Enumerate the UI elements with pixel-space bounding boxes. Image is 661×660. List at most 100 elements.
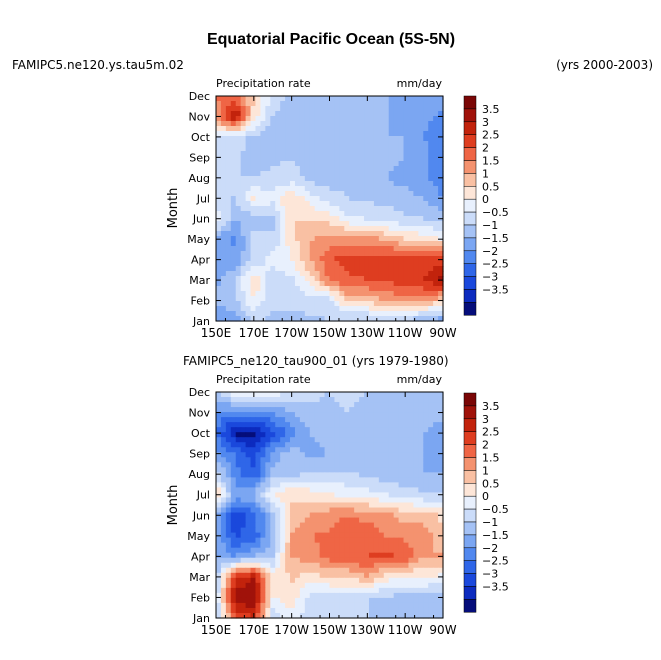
- contour-cell: [240, 602, 247, 609]
- contour-cell: [260, 116, 266, 122]
- contour-cell: [373, 171, 380, 177]
- contour-cell: [354, 397, 360, 403]
- contour-cell: [368, 402, 375, 408]
- contour-cell: [408, 181, 414, 187]
- contour-cell: [359, 201, 365, 207]
- contour-cell: [383, 542, 390, 549]
- contour-cell: [299, 452, 306, 458]
- contour-cell: [245, 572, 252, 579]
- contour-cell: [368, 507, 375, 514]
- contour-cell: [403, 106, 410, 112]
- contour-cell: [304, 216, 311, 222]
- contour-cell: [294, 291, 301, 297]
- contour-cell: [329, 286, 336, 292]
- contour-cell: [438, 522, 444, 529]
- contour-cell: [304, 286, 311, 292]
- contour-cell: [413, 537, 419, 544]
- contour-cell: [324, 121, 331, 127]
- contour-cell: [250, 602, 257, 609]
- contour-cell: [403, 261, 410, 267]
- contour-cell: [373, 437, 380, 443]
- contour-cell: [280, 156, 286, 162]
- contour-cell: [225, 502, 232, 509]
- contour-cell: [334, 211, 340, 217]
- contour-cell: [275, 557, 281, 564]
- contour-cell: [423, 146, 429, 152]
- contour-cell: [324, 296, 331, 302]
- contour-cell: [235, 407, 242, 413]
- contour-cell: [359, 532, 365, 539]
- contour-cell: [299, 171, 306, 177]
- contour-cell: [294, 151, 301, 157]
- contour-cell: [354, 557, 360, 564]
- contour-cell: [428, 402, 434, 408]
- contour-cell: [383, 121, 390, 127]
- contour-cell: [319, 407, 326, 413]
- contour-cell: [250, 607, 257, 614]
- contour-cell: [413, 251, 419, 257]
- contour-cell: [280, 261, 286, 267]
- contour-cell: [354, 211, 360, 217]
- contour-cell: [433, 156, 439, 162]
- contour-cell: [373, 497, 380, 504]
- colorbar-box: [463, 108, 477, 123]
- contour-cell: [285, 301, 291, 307]
- contour-cell: [220, 201, 227, 207]
- contour-cell: [299, 442, 306, 448]
- contour-cell: [280, 477, 286, 483]
- contour-cell: [428, 552, 434, 559]
- contour-cell: [388, 111, 395, 117]
- contour-cell: [423, 492, 429, 499]
- contour-cell: [428, 592, 434, 599]
- contour-cell: [260, 592, 266, 599]
- contour-cell: [378, 567, 385, 574]
- contour-cell: [359, 311, 365, 317]
- contour-cell: [240, 206, 247, 212]
- contour-cell: [359, 191, 365, 197]
- contour-cell: [319, 176, 326, 182]
- contour-cell: [359, 261, 365, 267]
- contour-cell: [265, 291, 271, 297]
- contour-cell: [388, 577, 395, 584]
- contour-cell: [314, 161, 321, 167]
- contour-cell: [418, 422, 424, 428]
- contour-cell: [220, 251, 227, 257]
- contour-cell: [408, 186, 414, 192]
- contour-cell: [334, 261, 340, 267]
- contour-cell: [433, 397, 439, 403]
- contour-cell: [388, 402, 395, 408]
- contour-cell: [245, 281, 252, 287]
- contour-cell: [220, 281, 227, 287]
- contour-cell: [344, 281, 350, 287]
- contour-cell: [255, 311, 262, 317]
- contour-cell: [230, 407, 237, 413]
- contour-cell: [359, 161, 365, 167]
- contour-cell: [299, 447, 306, 453]
- contour-cell: [299, 567, 306, 574]
- contour-cell: [309, 442, 316, 448]
- contour-cell: [329, 296, 336, 302]
- contour-cell: [393, 101, 400, 107]
- contour-cell: [235, 507, 242, 514]
- contour-cell: [270, 512, 276, 519]
- contour-cell: [230, 111, 237, 117]
- contour-cell: [260, 301, 266, 307]
- contour-cell: [299, 306, 306, 312]
- contour-cell: [373, 452, 380, 458]
- contour-cell: [216, 492, 222, 499]
- contour-cell: [433, 111, 439, 117]
- contour-cell: [403, 422, 410, 428]
- contour-cell: [373, 472, 380, 478]
- contour-cell: [423, 547, 429, 554]
- contour-cell: [314, 201, 321, 207]
- contour-cell: [418, 281, 424, 287]
- contour-cell: [334, 392, 340, 398]
- contour-cell: [299, 311, 306, 317]
- contour-cell: [309, 587, 316, 594]
- contour-cell: [388, 392, 395, 398]
- contour-cell: [383, 186, 390, 192]
- contour-cell: [339, 296, 345, 302]
- contour-cell: [329, 587, 336, 594]
- contour-cell: [354, 607, 360, 614]
- contour-cell: [260, 121, 266, 127]
